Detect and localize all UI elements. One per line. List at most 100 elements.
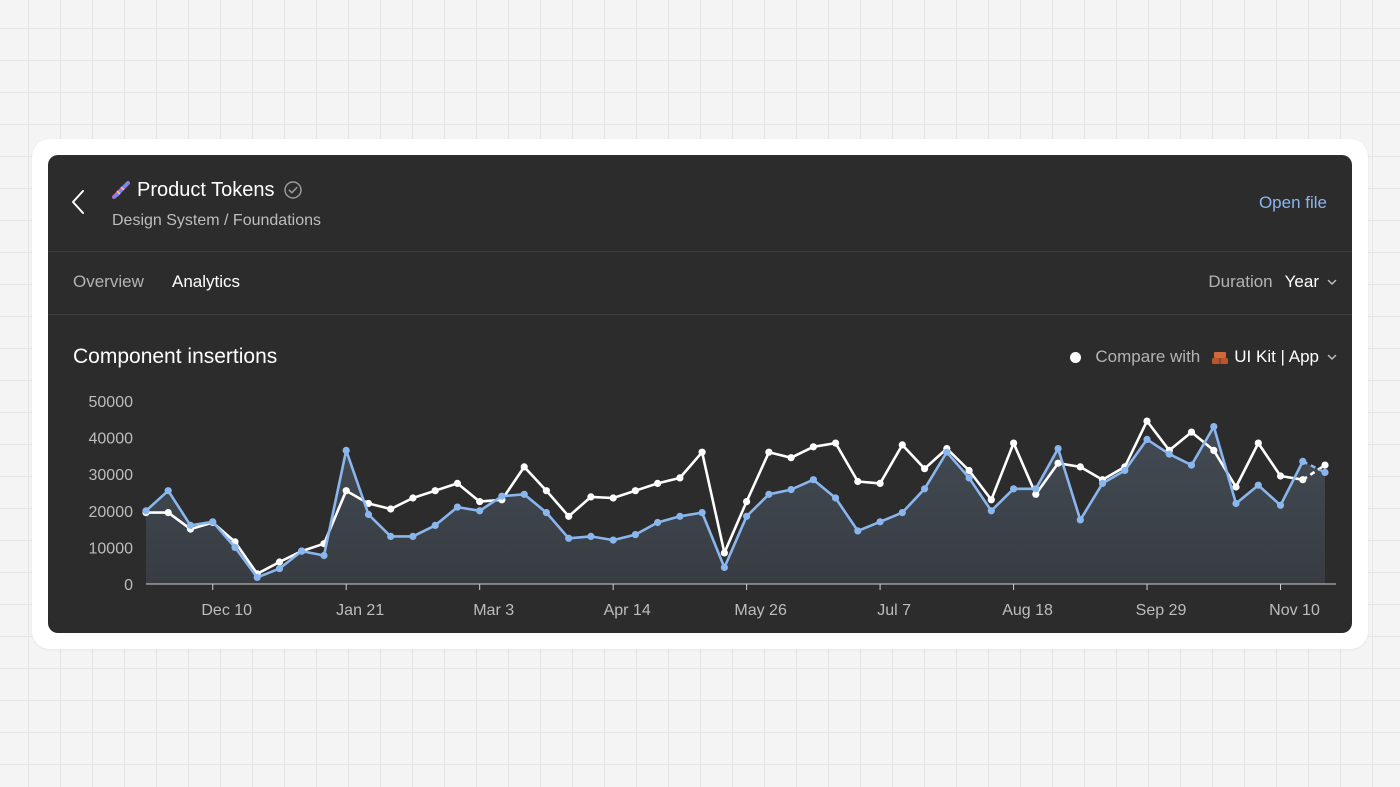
data-point	[453, 479, 461, 487]
x-tick-label: May 26	[734, 602, 787, 619]
y-tick-label: 40000	[89, 431, 134, 448]
data-point	[787, 454, 795, 462]
compare-label: Compare with	[1095, 347, 1201, 366]
data-point	[1121, 466, 1129, 475]
x-tick-label: Dec 10	[201, 602, 252, 619]
x-tick-label: Jan 21	[336, 602, 384, 619]
data-point	[164, 487, 172, 495]
data-point	[676, 474, 684, 482]
data-point	[298, 547, 306, 555]
file-header: Product Tokens Design System / Foundatio…	[48, 155, 1352, 252]
data-point	[1276, 501, 1285, 509]
data-point	[1299, 476, 1307, 484]
y-tick-label: 0	[124, 577, 133, 594]
data-point	[631, 487, 640, 495]
x-tick-label: Nov 10	[1269, 602, 1320, 619]
data-point	[609, 536, 617, 544]
data-point	[1143, 435, 1151, 443]
data-point	[409, 532, 417, 540]
data-point	[453, 503, 461, 511]
y-tick-label: 10000	[89, 540, 134, 557]
data-point	[542, 509, 550, 517]
data-point	[1299, 457, 1307, 465]
duration-value: Year	[1284, 272, 1319, 291]
tab-analytics[interactable]: Analytics	[172, 272, 241, 291]
data-point	[1232, 499, 1240, 508]
open-file-link[interactable]: Open file	[1258, 193, 1327, 212]
data-point	[253, 573, 261, 581]
bricks-emoji-icon	[1212, 352, 1229, 364]
data-point	[876, 518, 884, 526]
data-point	[787, 486, 795, 494]
data-point	[565, 534, 573, 542]
data-point	[186, 521, 195, 529]
chevron-down-icon	[1327, 279, 1337, 285]
data-point	[209, 518, 217, 526]
data-point	[1076, 463, 1084, 471]
data-point	[275, 565, 284, 573]
data-point	[1032, 485, 1040, 493]
y-tick-label: 20000	[89, 504, 134, 521]
data-point	[1165, 450, 1173, 458]
data-point	[987, 507, 995, 515]
compare-dropdown[interactable]: UI Kit | App	[1210, 347, 1338, 367]
data-point	[921, 485, 929, 493]
data-point	[342, 446, 350, 454]
breadcrumb: Design System / Foundations	[112, 212, 321, 229]
data-point	[1321, 468, 1329, 476]
data-point	[743, 498, 751, 506]
data-point	[854, 477, 862, 486]
compare-control: Compare with UI Kit | App	[1070, 347, 1338, 367]
data-point	[676, 512, 684, 520]
data-point	[476, 507, 484, 515]
data-point	[409, 494, 417, 502]
data-point	[520, 463, 528, 471]
data-point	[854, 527, 862, 535]
back-arrow-icon[interactable]	[66, 185, 90, 219]
chart-title: Component insertions	[73, 345, 278, 368]
data-point	[431, 521, 439, 529]
duration-dropdown[interactable]: Year	[1285, 272, 1338, 292]
data-point	[876, 479, 884, 487]
duration-label: Duration	[1208, 272, 1273, 291]
dna-emoji-icon	[112, 181, 130, 199]
primary-area-fill	[146, 426, 1325, 584]
data-point	[164, 509, 172, 517]
data-point	[965, 466, 973, 475]
insertions-chart: 0 10000 20000 30000 40000 50000 Dec 10 Jan 21 Ma…	[89, 394, 1336, 619]
data-point	[720, 549, 729, 557]
data-point	[1187, 461, 1196, 469]
file-title: Product Tokens	[137, 178, 275, 201]
data-point	[609, 494, 617, 502]
data-point	[1254, 481, 1262, 489]
chevron-down-icon	[1327, 354, 1337, 360]
y-tick-label: 30000	[89, 467, 134, 484]
data-point	[520, 490, 528, 498]
tab-bar: Overview Analytics Duration Year	[48, 252, 1352, 315]
data-point	[542, 487, 550, 495]
data-point	[320, 551, 328, 560]
tab-overview[interactable]: Overview	[73, 272, 144, 291]
data-point	[364, 499, 373, 508]
series-line-projected	[1302, 464, 1326, 481]
data-point	[587, 493, 595, 501]
data-point	[943, 448, 951, 456]
x-tick-label: Aug 18	[1002, 602, 1053, 619]
data-point	[1276, 472, 1285, 480]
data-point	[1210, 446, 1218, 454]
data-point	[1187, 428, 1196, 436]
data-point	[476, 498, 484, 506]
data-point	[654, 479, 662, 487]
data-point	[1010, 439, 1018, 447]
data-point	[364, 510, 373, 519]
data-point	[809, 443, 818, 451]
x-tick-label: Apr 14	[604, 602, 651, 619]
analytics-panel: Product Tokens Design System / Foundatio…	[48, 155, 1352, 633]
x-tick-label: Sep 29	[1136, 602, 1187, 619]
data-point	[1143, 417, 1151, 425]
x-tick-label: Jul 7	[877, 602, 911, 619]
data-point	[987, 496, 995, 504]
data-point	[387, 505, 395, 513]
data-point	[1254, 439, 1262, 447]
data-point	[654, 518, 662, 527]
